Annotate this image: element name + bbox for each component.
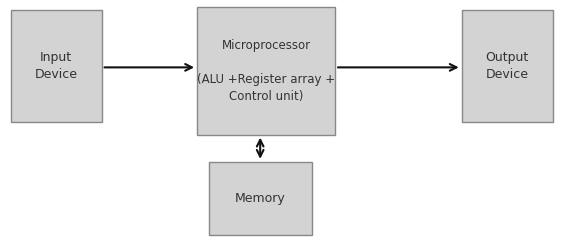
Text: Input
Device: Input Device <box>35 51 78 81</box>
Text: Microprocessor

(ALU +Register array +
Control unit): Microprocessor (ALU +Register array + Co… <box>197 39 335 103</box>
FancyBboxPatch shape <box>209 162 312 235</box>
FancyBboxPatch shape <box>197 7 335 135</box>
Text: Memory: Memory <box>235 192 286 205</box>
FancyBboxPatch shape <box>11 10 102 122</box>
Text: Output
Device: Output Device <box>486 51 529 81</box>
FancyBboxPatch shape <box>462 10 553 122</box>
